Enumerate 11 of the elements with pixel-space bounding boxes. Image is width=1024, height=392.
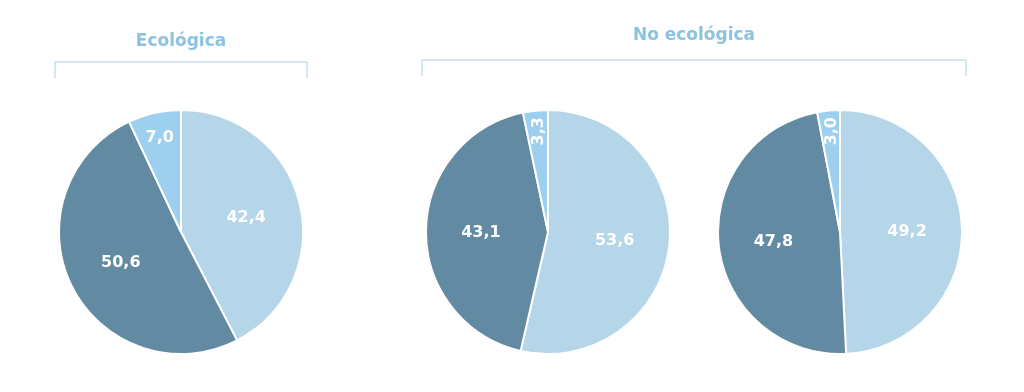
data-label: 7,0	[145, 127, 174, 147]
data-label: 50,6	[101, 252, 141, 272]
data-label: 3,3	[528, 117, 548, 146]
data-label: 53,6	[594, 230, 635, 250]
chart-title: Ecológica	[135, 30, 227, 50]
data-label: 49,2	[887, 220, 927, 240]
data-label: 42,4	[226, 206, 266, 226]
data-label: 47,8	[753, 230, 794, 250]
data-label: 43,1	[461, 221, 501, 241]
chart-title: No ecológica	[632, 24, 756, 44]
data-label: 3,0	[820, 117, 840, 146]
